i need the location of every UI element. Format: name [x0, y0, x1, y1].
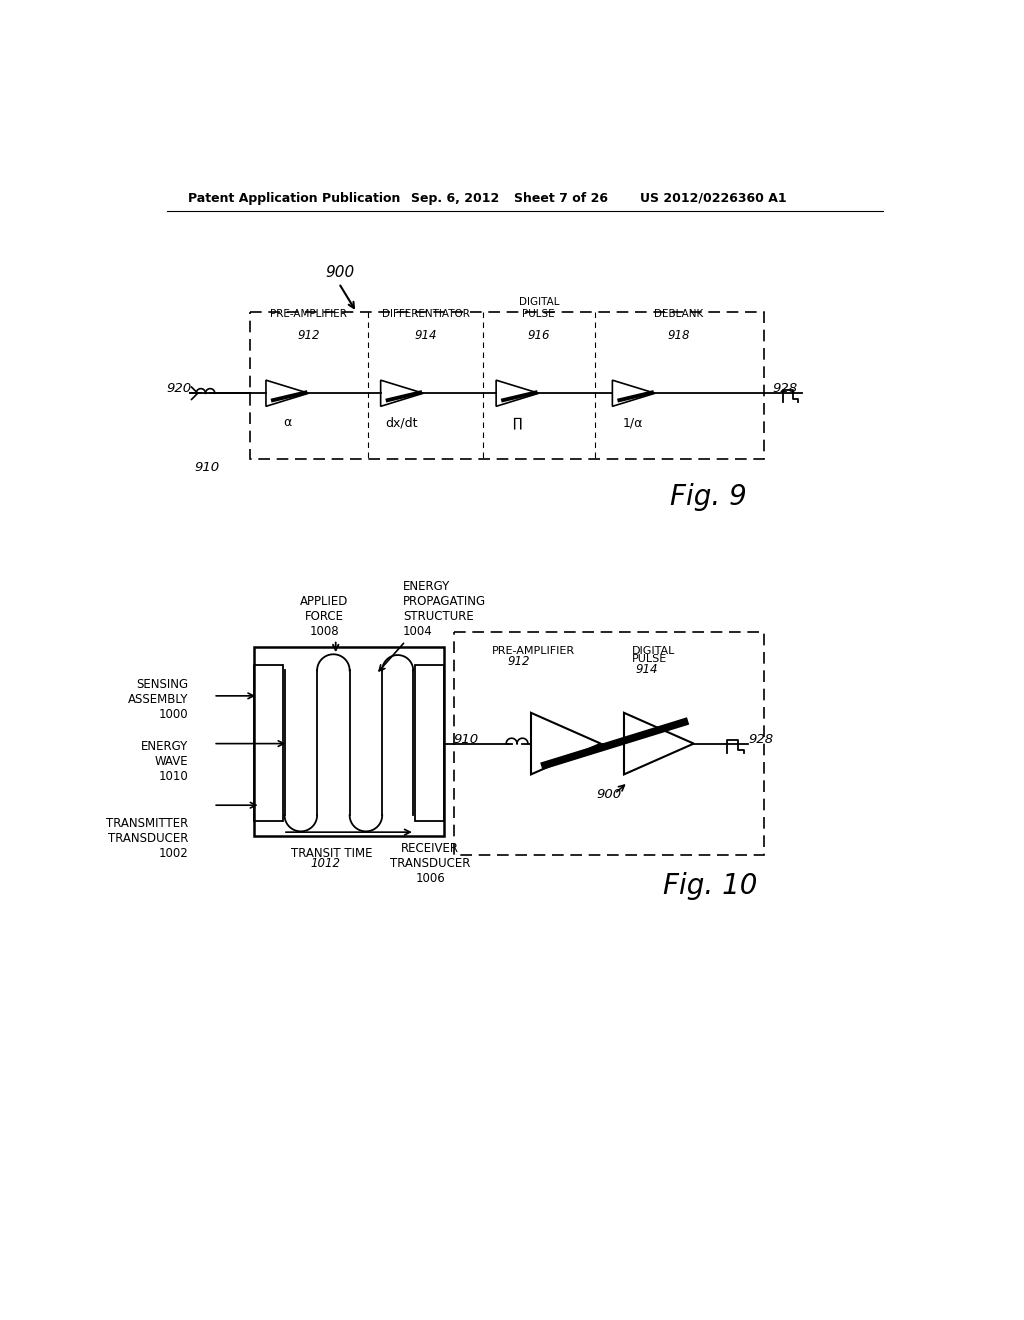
Text: 920: 920 [167, 381, 191, 395]
Text: PRE-AMPLIFIER: PRE-AMPLIFIER [493, 645, 575, 656]
Text: ENERGY
WAVE
1010: ENERGY WAVE 1010 [141, 739, 188, 783]
Text: 916: 916 [527, 330, 550, 342]
Text: DIGITAL
PULSE: DIGITAL PULSE [518, 297, 559, 318]
Text: 914: 914 [636, 663, 658, 676]
Text: dx/dt: dx/dt [385, 416, 418, 429]
Text: ENERGY
PROPAGATING
STRUCTURE
1004: ENERGY PROPAGATING STRUCTURE 1004 [403, 579, 486, 638]
Text: PRE-AMPLIFIER: PRE-AMPLIFIER [270, 309, 347, 318]
Text: 912: 912 [297, 330, 319, 342]
Text: 900: 900 [596, 788, 622, 801]
Text: 912: 912 [508, 655, 530, 668]
Text: 1012: 1012 [310, 857, 340, 870]
Text: 928: 928 [748, 733, 773, 746]
Text: Fig. 10: Fig. 10 [663, 873, 757, 900]
Text: 1/α: 1/α [624, 416, 643, 429]
Text: SENSING
ASSEMBLY
1000: SENSING ASSEMBLY 1000 [128, 678, 188, 721]
Text: APPLIED
FORCE
1008: APPLIED FORCE 1008 [300, 595, 348, 638]
Text: 910: 910 [195, 461, 219, 474]
Text: 910: 910 [454, 733, 478, 746]
Text: Sep. 6, 2012: Sep. 6, 2012 [411, 191, 499, 205]
Text: PULSE: PULSE [632, 653, 667, 664]
Text: 928: 928 [773, 381, 798, 395]
Text: TRANSMITTER
TRANSDUCER
1002: TRANSMITTER TRANSDUCER 1002 [106, 817, 188, 859]
Text: TRANSIT TIME: TRANSIT TIME [291, 847, 373, 859]
Text: DIFFERENTIATOR: DIFFERENTIATOR [382, 309, 470, 318]
Text: US 2012/0226360 A1: US 2012/0226360 A1 [640, 191, 786, 205]
Text: Fig. 9: Fig. 9 [671, 483, 748, 511]
Text: 914: 914 [415, 330, 437, 342]
Text: DEBLANK: DEBLANK [654, 309, 703, 318]
Text: ∏: ∏ [512, 416, 522, 429]
Text: 918: 918 [668, 330, 690, 342]
Text: 900: 900 [326, 265, 355, 280]
Text: DIGITAL: DIGITAL [632, 645, 675, 656]
Text: RECEIVER
TRANSDUCER
1006: RECEIVER TRANSDUCER 1006 [390, 842, 470, 886]
Text: Sheet 7 of 26: Sheet 7 of 26 [514, 191, 608, 205]
Text: α: α [283, 416, 291, 429]
Text: Patent Application Publication: Patent Application Publication [188, 191, 400, 205]
